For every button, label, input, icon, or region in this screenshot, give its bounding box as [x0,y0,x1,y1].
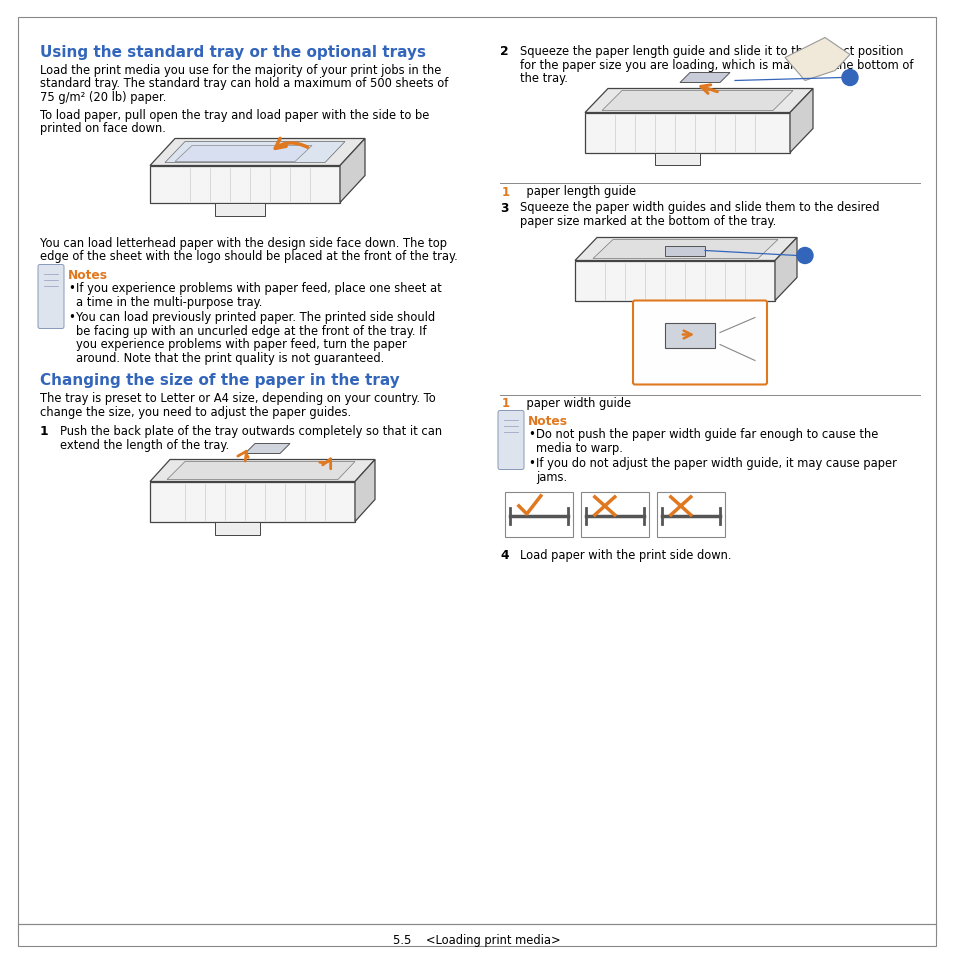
Text: Notes: Notes [527,416,567,428]
Text: paper width guide: paper width guide [512,397,631,410]
Text: be facing up with an uncurled edge at the front of the tray. If: be facing up with an uncurled edge at th… [76,325,426,337]
FancyBboxPatch shape [633,301,766,385]
Text: edge of the sheet with the logo should be placed at the front of the tray.: edge of the sheet with the logo should b… [40,250,457,263]
Text: 75 g/m² (20 lb) paper.: 75 g/m² (20 lb) paper. [40,91,166,104]
Text: You can load previously printed paper. The printed side should: You can load previously printed paper. T… [76,312,435,324]
Text: If you experience problems with paper feed, place one sheet at: If you experience problems with paper fe… [76,282,441,295]
Text: a time in the multi-purpose tray.: a time in the multi-purpose tray. [76,295,262,309]
Polygon shape [774,238,796,301]
Text: To load paper, pull open the tray and load paper with the side to be: To load paper, pull open the tray and lo… [40,109,429,121]
Text: Do not push the paper width guide far enough to cause the: Do not push the paper width guide far en… [536,428,878,441]
Text: you experience problems with paper feed, turn the paper: you experience problems with paper feed,… [76,338,406,351]
Text: 1: 1 [501,185,510,198]
Text: jams.: jams. [536,471,566,483]
Circle shape [796,248,812,264]
Text: The tray is preset to Letter or A4 size, depending on your country. To: The tray is preset to Letter or A4 size,… [40,392,436,405]
Bar [504,492,573,537]
Text: paper size marked at the bottom of the tray.: paper size marked at the bottom of the t… [519,214,776,228]
Text: Changing the size of the paper in the tray: Changing the size of the paper in the tr… [40,374,399,388]
Text: •: • [68,312,74,324]
Text: 5.5    <Loading print media>: 5.5 <Loading print media> [393,933,560,946]
Text: around. Note that the print quality is not guaranteed.: around. Note that the print quality is n… [76,352,384,365]
FancyBboxPatch shape [38,265,64,329]
Text: Notes: Notes [68,269,108,282]
FancyBboxPatch shape [497,411,523,470]
Polygon shape [339,139,365,203]
Text: Squeeze the paper width guides and slide them to the desired: Squeeze the paper width guides and slide… [519,201,879,214]
Polygon shape [575,261,774,301]
Polygon shape [575,238,796,261]
Text: You can load letterhead paper with the design side face down. The top: You can load letterhead paper with the d… [40,236,447,250]
Polygon shape [150,460,375,482]
Polygon shape [214,522,260,535]
Text: If you do not adjust the paper width guide, it may cause paper: If you do not adjust the paper width gui… [536,457,896,470]
Text: extend the length of the tray.: extend the length of the tray. [60,438,229,452]
Polygon shape [165,142,345,163]
Polygon shape [784,38,849,81]
Polygon shape [789,90,812,153]
Text: for the paper size you are loading, which is marked at the bottom of: for the paper size you are loading, whic… [519,58,913,71]
Polygon shape [150,482,355,522]
Text: 3: 3 [499,201,508,214]
Text: •: • [527,428,535,441]
Text: 1: 1 [846,74,852,83]
Polygon shape [245,444,290,454]
Bar [657,492,724,537]
Polygon shape [584,90,812,113]
Bar [18,924,935,946]
Text: •: • [68,282,74,295]
Polygon shape [655,153,700,165]
Text: 1: 1 [40,425,49,438]
Text: 1: 1 [801,252,807,261]
Text: Push the back plate of the tray outwards completely so that it can: Push the back plate of the tray outwards… [60,425,441,438]
Text: 4: 4 [499,549,508,562]
Text: change the size, you need to adjust the paper guides.: change the size, you need to adjust the … [40,406,351,418]
Text: the tray.: the tray. [519,71,567,85]
Polygon shape [593,240,778,259]
Text: Load paper with the print side down.: Load paper with the print side down. [519,549,731,562]
Polygon shape [679,73,729,84]
Text: standard tray. The standard tray can hold a maximum of 500 sheets of: standard tray. The standard tray can hol… [40,77,448,91]
Text: •: • [527,457,535,470]
Circle shape [841,71,857,87]
Polygon shape [214,203,265,216]
Polygon shape [601,91,792,112]
Polygon shape [150,139,365,167]
Text: 2: 2 [499,45,508,58]
Polygon shape [584,113,789,153]
Polygon shape [355,460,375,522]
Text: printed on face down.: printed on face down. [40,122,166,135]
Text: Using the standard tray or the optional trays: Using the standard tray or the optional … [40,45,426,60]
Text: 1: 1 [501,397,510,410]
Text: paper length guide: paper length guide [512,185,636,198]
Bar [580,492,648,537]
Polygon shape [174,147,312,162]
Polygon shape [664,246,704,256]
Polygon shape [167,462,355,480]
Text: Squeeze the paper length guide and slide it to the correct position: Squeeze the paper length guide and slide… [519,45,902,58]
Text: Load the print media you use for the majority of your print jobs in the: Load the print media you use for the maj… [40,64,441,77]
Polygon shape [644,301,689,314]
Polygon shape [664,323,714,348]
Text: media to warp.: media to warp. [536,441,622,455]
Polygon shape [150,167,339,203]
